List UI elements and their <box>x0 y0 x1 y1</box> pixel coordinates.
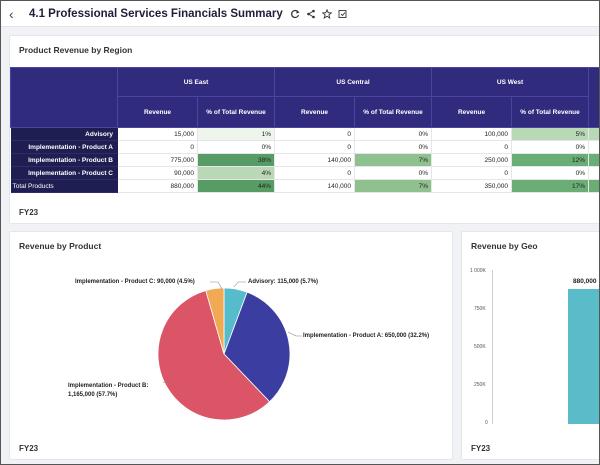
table-row: Implementation - Product C 90,000 4% 0 0… <box>10 166 599 180</box>
table-row: Advisory 15,000 1% 0 0% 100,000 5% <box>10 127 599 141</box>
pie-label-product-b: Implementation - Product B: 1,165,000 (5… <box>68 382 148 400</box>
leader-line-product-c <box>210 281 223 290</box>
favorite-star-icon[interactable] <box>321 8 333 20</box>
revenue-by-geo-card: Revenue by Geo FY23 1 000K 750K 500K 250… <box>461 231 599 460</box>
table-corner-cell <box>10 67 118 128</box>
table-cell: 100,000 <box>431 127 513 141</box>
row-label: Implementation - Product C <box>10 166 118 180</box>
table-cell: 0 <box>274 127 356 141</box>
pct-cell: 17% <box>511 179 590 193</box>
pie-label-product-a: Implementation - Product A: 650,000 (32.… <box>303 333 430 339</box>
y-tick-label: 0 <box>485 420 488 426</box>
y-tick-label: 500K <box>474 344 486 350</box>
pie-slice-implementation-product-c[interactable] <box>205 287 225 355</box>
pct-cell: 0% <box>511 166 590 180</box>
pct-cell: 7% <box>354 179 433 193</box>
column-header-row: Revenue % of Total Revenue Revenue % of … <box>11 96 600 128</box>
table-cell: 880,000 <box>117 179 198 193</box>
y-tick-label: 750K <box>474 306 486 312</box>
overflow-cell <box>588 153 599 167</box>
pct-cell: 5% <box>511 127 590 141</box>
revenue-bar-us-east[interactable] <box>568 289 599 424</box>
pct-cell: 12% <box>511 153 590 167</box>
product-revenue-table-footer: FY23 <box>19 208 39 217</box>
overflow-cell <box>588 127 599 141</box>
pct-cell: 44% <box>197 179 276 193</box>
leader-line-product-a <box>287 331 302 337</box>
pct-cell: 38% <box>197 153 276 167</box>
table-cell: 250,000 <box>431 153 513 167</box>
region-header-overflow <box>588 67 599 128</box>
schedule-export-icon[interactable] <box>337 8 349 20</box>
table-cell: 350,000 <box>431 179 513 193</box>
table-cell: 15,000 <box>117 127 198 141</box>
revenue-by-product-footer: FY23 <box>19 444 39 453</box>
y-tick-label: 1 000K <box>470 268 486 274</box>
table-total-row: Total Products 880,000 44% 140,000 7% 35… <box>10 179 599 193</box>
column-header[interactable]: Revenue <box>274 96 356 128</box>
row-label: Advisory <box>10 127 118 141</box>
pct-cell: 0% <box>354 140 433 154</box>
region-header-us-central[interactable]: US Central <box>274 67 433 97</box>
table-cell: 0 <box>117 140 198 154</box>
pie-slice-implementation-product-a[interactable] <box>223 291 291 403</box>
dashboard-title: 4.1 Professional Services Financials Sum… <box>29 7 283 20</box>
y-tick-label: 250K <box>474 382 486 388</box>
pie-label-advisory: Advisory: 115,000 (5.7%) <box>248 279 319 285</box>
table-cell: 140,000 <box>274 153 356 167</box>
dashboard-header: ‹ 4.1 Professional Services Financials S… <box>1 1 599 27</box>
pie-label-product-b-line2: 1,165,000 (57.7%) <box>68 392 118 398</box>
table-row: Implementation - Product A 0 0% 0 0% 0 0… <box>10 140 599 154</box>
table-cell: 90,000 <box>117 166 198 180</box>
column-header[interactable]: % of Total Revenue <box>354 96 433 128</box>
pie-label-product-b-line1: Implementation - Product B: <box>68 383 149 389</box>
product-revenue-table: US East US Central US West Revenue % of … <box>10 67 600 193</box>
region-header-us-east[interactable]: US East <box>116 67 276 97</box>
table-cell: 0 <box>431 166 513 180</box>
revenue-by-geo-title: Revenue by Geo <box>471 241 538 251</box>
region-header-us-west[interactable]: US West <box>431 67 590 97</box>
back-chevron-icon[interactable]: ‹ <box>9 5 14 22</box>
row-label: Implementation - Product B <box>10 153 118 167</box>
row-label: Total Products <box>10 179 118 193</box>
table-cell: 0 <box>274 166 356 180</box>
pct-cell: 0% <box>511 140 590 154</box>
revenue-by-product-title: Revenue by Product <box>19 241 102 251</box>
pie-slice-implementation-product-b[interactable] <box>157 290 271 421</box>
table-cell: 0 <box>274 140 356 154</box>
leader-line-product-b <box>162 381 171 385</box>
revenue-by-product-card: Revenue by Product FY23 Implementation -… <box>9 231 453 460</box>
column-header[interactable]: % of Total Revenue <box>196 96 276 128</box>
revenue-by-product-pie <box>157 281 302 421</box>
pie-label-product-c: Implementation - Product C: 90,000 (4.5%… <box>75 279 195 285</box>
pct-cell: 0% <box>354 127 433 141</box>
column-header[interactable]: % of Total Revenue <box>511 96 590 128</box>
row-label: Implementation - Product A <box>10 140 118 154</box>
pct-cell: 1% <box>197 127 276 141</box>
pct-cell: 4% <box>197 166 276 180</box>
overflow-cell <box>588 179 599 193</box>
leader-line-advisory <box>233 281 246 288</box>
region-header-row: US East US Central US West <box>10 67 599 128</box>
table-row: Implementation - Product B 775,000 38% 1… <box>10 153 599 167</box>
pct-cell: 0% <box>197 140 276 154</box>
overflow-cell <box>588 166 599 180</box>
table-cell: 140,000 <box>274 179 356 193</box>
pct-cell: 0% <box>354 166 433 180</box>
product-revenue-table-title: Product Revenue by Region <box>19 45 133 55</box>
overflow-cell <box>588 140 599 154</box>
pct-cell: 7% <box>354 153 433 167</box>
column-header[interactable]: Revenue <box>431 96 513 128</box>
bar-value-label: 880,000 <box>573 278 597 285</box>
table-cell: 775,000 <box>117 153 198 167</box>
refresh-icon[interactable] <box>289 8 301 20</box>
column-header[interactable]: Revenue <box>117 96 198 128</box>
revenue-by-geo-footer: FY23 <box>471 444 491 453</box>
y-axis-line <box>492 270 493 424</box>
table-cell: 0 <box>431 140 513 154</box>
share-icon[interactable] <box>305 8 317 20</box>
